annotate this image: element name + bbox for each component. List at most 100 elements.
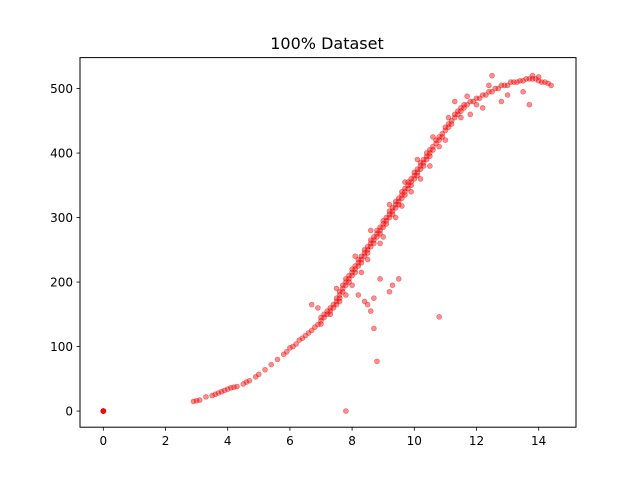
data-point: [361, 250, 368, 256]
data-point: [479, 92, 486, 98]
data-point: [231, 384, 237, 391]
data-point: [318, 321, 324, 327]
data-point: [545, 80, 551, 87]
data-point: [361, 298, 368, 305]
data-point: [343, 408, 349, 414]
data-point: [386, 214, 393, 221]
data-point: [349, 266, 355, 272]
data-point: [402, 179, 408, 185]
data-point: [358, 269, 365, 276]
data-point: [371, 234, 377, 240]
x-tick-label: 12: [469, 434, 484, 448]
data-point: [100, 408, 107, 414]
data-point: [489, 88, 495, 95]
data-point: [442, 127, 449, 134]
data-point: [411, 172, 418, 179]
data-point: [330, 305, 337, 311]
data-point: [420, 159, 427, 166]
data-point: [476, 95, 483, 102]
data-point: [333, 298, 340, 305]
data-point: [256, 371, 262, 378]
data-point: [486, 82, 492, 89]
data-point: [280, 351, 287, 358]
data-point: [427, 147, 433, 153]
data-point: [461, 105, 467, 111]
data-point: [234, 383, 240, 390]
data-point: [364, 247, 371, 253]
data-point: [386, 288, 393, 295]
data-point: [352, 263, 359, 269]
data-point: [324, 308, 331, 314]
data-point: [470, 98, 477, 105]
data-point: [252, 374, 259, 380]
y-axis: 0 100 200 300 400 500: [50, 82, 80, 419]
y-tick-label: 200: [50, 276, 73, 290]
data-point: [479, 105, 486, 111]
data-point: [290, 343, 296, 350]
data-point: [423, 153, 430, 160]
data-point: [371, 237, 377, 243]
data-point: [100, 408, 107, 414]
data-point: [507, 79, 514, 85]
data-point: [486, 88, 492, 95]
data-point: [464, 93, 470, 100]
data-point: [405, 179, 411, 185]
data-point: [367, 227, 374, 234]
data-point: [349, 269, 355, 276]
data-point: [339, 285, 346, 292]
data-point: [417, 159, 424, 166]
data-point: [395, 276, 402, 282]
data-point: [377, 240, 383, 247]
data-point: [399, 195, 405, 202]
y-tick-label: 0: [65, 405, 73, 419]
data-point: [367, 237, 374, 243]
data-point: [498, 82, 505, 89]
data-point: [411, 169, 418, 176]
data-point: [445, 124, 452, 131]
data-point: [405, 185, 411, 192]
x-tick-label: 14: [531, 434, 546, 448]
data-point: [343, 282, 349, 289]
data-point: [203, 394, 209, 400]
data-point: [371, 325, 377, 332]
data-point: [442, 124, 449, 131]
data-point: [336, 288, 343, 295]
data-point: [343, 292, 349, 298]
data-point: [411, 176, 418, 182]
data-point: [367, 240, 374, 247]
data-point: [308, 327, 315, 334]
data-point: [448, 118, 455, 124]
data-point: [100, 408, 107, 414]
data-point: [467, 98, 474, 105]
data-point: [333, 295, 340, 301]
data-point: [408, 176, 414, 182]
data-point: [377, 227, 383, 234]
data-point: [430, 143, 436, 150]
data-point: [392, 214, 399, 221]
data-point: [374, 234, 380, 240]
data-point: [315, 305, 321, 311]
data-point: [339, 282, 346, 289]
data-point: [296, 337, 303, 343]
data-point: [402, 185, 408, 192]
data-point: [380, 217, 387, 224]
data-point: [535, 74, 542, 80]
data-point: [377, 276, 383, 282]
data-point: [504, 92, 511, 98]
data-point: [386, 208, 393, 214]
data-point: [299, 335, 306, 341]
data-point: [240, 381, 247, 387]
data-point: [464, 101, 470, 108]
data-point: [389, 211, 396, 218]
data-point: [467, 111, 474, 118]
data-point: [461, 101, 467, 108]
data-point: [420, 156, 427, 163]
data-point: [374, 227, 380, 234]
data-point: [383, 221, 390, 227]
data-point: [458, 108, 464, 114]
data-point: [523, 76, 530, 82]
data-point: [405, 182, 411, 189]
data-point: [224, 386, 231, 392]
x-tick-label: 6: [286, 434, 294, 448]
